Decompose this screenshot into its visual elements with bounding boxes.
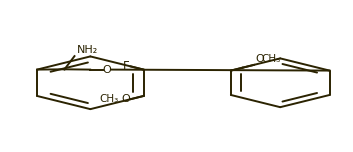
Text: F: F	[123, 60, 130, 73]
Text: CH₃: CH₃	[99, 94, 118, 104]
Text: NH₂: NH₂	[77, 45, 98, 55]
Text: O: O	[121, 94, 130, 104]
Text: O: O	[103, 65, 112, 75]
Text: CH₃: CH₃	[262, 54, 281, 64]
Text: O: O	[255, 54, 264, 64]
